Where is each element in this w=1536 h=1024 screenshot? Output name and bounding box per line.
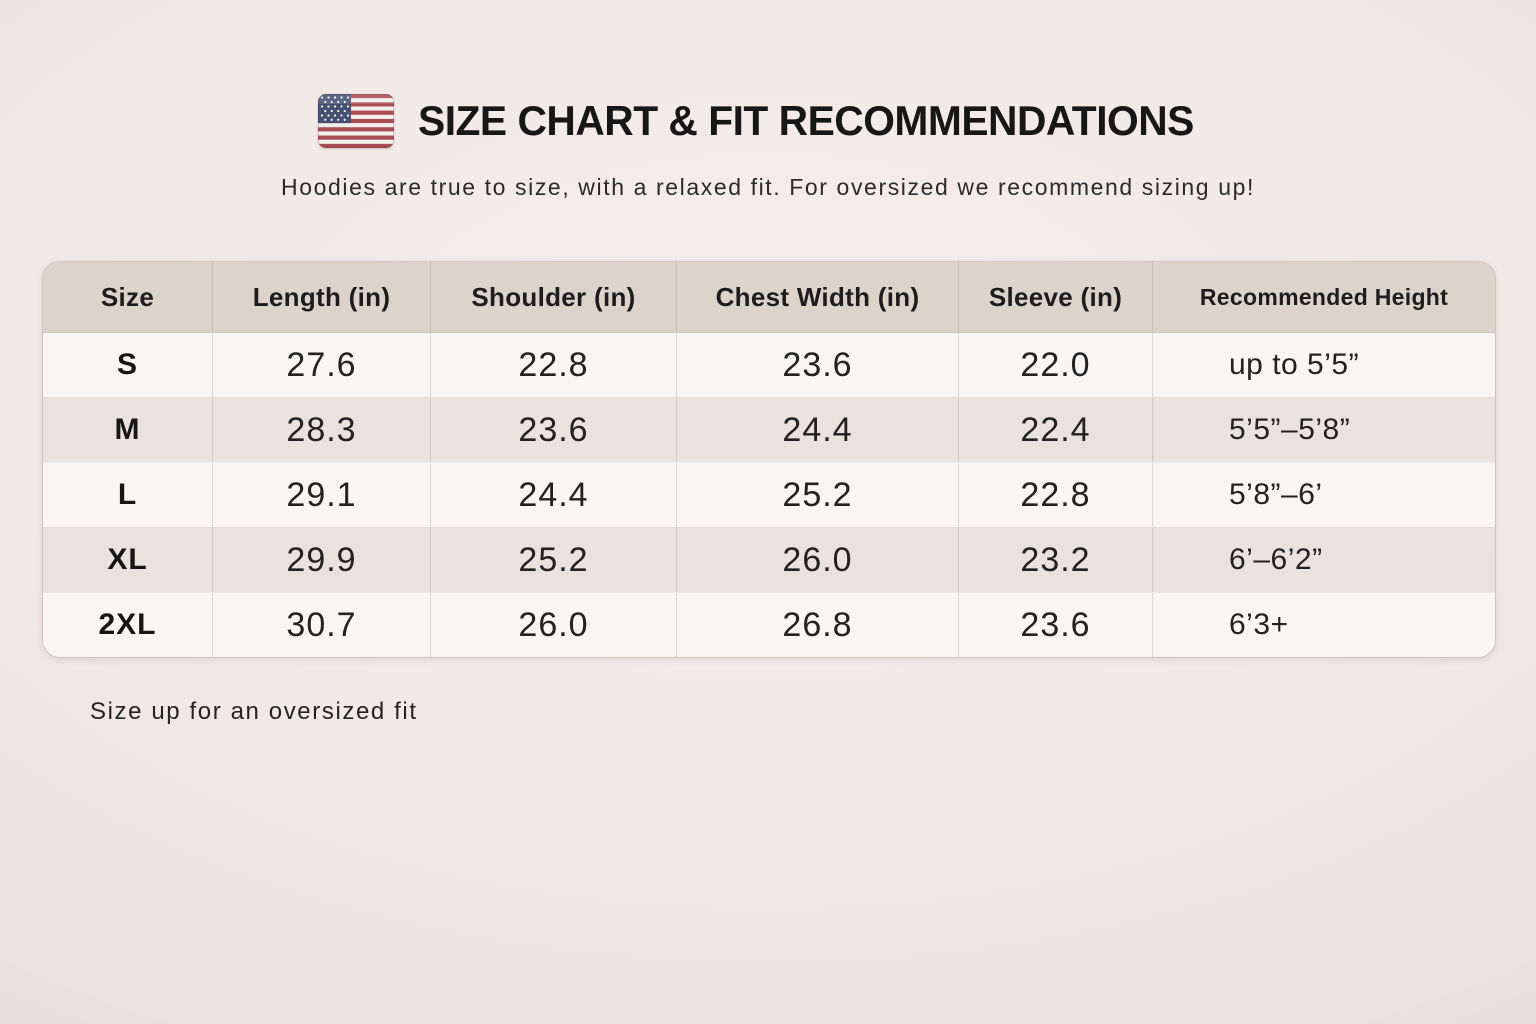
chest-width-value: 26.8 <box>677 593 959 657</box>
size-label: M <box>43 398 213 462</box>
recommended-height-value: 5’8”–6’ <box>1229 478 1323 511</box>
column-header-sleeve: Sleeve (in) <box>959 262 1153 332</box>
table-row-m: M 28.3 23.6 24.4 22.4 5’5”–5’8” <box>43 397 1495 462</box>
sleeve-value: 22.8 <box>959 463 1153 527</box>
size-label: XL <box>43 528 213 592</box>
table-row-xl: XL 29.9 25.2 26.0 23.2 6’–6’2” <box>43 527 1495 592</box>
chest-width-value: 24.4 <box>677 398 959 462</box>
length-value: 29.1 <box>213 463 431 527</box>
length-value: 27.6 <box>213 333 431 397</box>
sleeve-value: 23.2 <box>959 528 1153 592</box>
size-label: 2XL <box>43 593 213 657</box>
chest-width-value: 26.0 <box>677 528 959 592</box>
chest-width-value: 25.2 <box>677 463 959 527</box>
length-value: 28.3 <box>213 398 431 462</box>
column-header-shoulder: Shoulder (in) <box>431 262 677 332</box>
table-row-l: L 29.1 24.4 25.2 22.8 5’8”–6’ <box>43 462 1495 527</box>
chest-width-value: 23.6 <box>677 333 959 397</box>
page-subtitle: Hoodies are true to size, with a relaxed… <box>281 174 1255 200</box>
size-label: L <box>43 463 213 527</box>
column-header-recommended-height: Recommended Height <box>1199 283 1449 310</box>
column-header-chest-width: Chest Width (in) <box>677 262 959 332</box>
page-header: SIZE CHART & FIT RECOMMENDATIONS <box>0 0 1536 148</box>
size-chart-table: Size Length (in) Shoulder (in) Chest Wid… <box>42 261 1496 658</box>
column-header-size: Size <box>43 262 213 332</box>
shoulder-value: 22.8 <box>431 333 677 397</box>
us-flag-icon <box>318 94 395 148</box>
recommended-height-value: 5’5”–5’8” <box>1229 413 1351 446</box>
recommended-height-value: 6’–6’2” <box>1229 543 1323 576</box>
page-title: SIZE CHART & FIT RECOMMENDATIONS <box>418 97 1194 144</box>
length-value: 29.9 <box>213 528 431 592</box>
sleeve-value: 23.6 <box>959 593 1153 657</box>
sleeve-value: 22.4 <box>959 398 1153 462</box>
shoulder-value: 23.6 <box>431 398 677 462</box>
length-value: 30.7 <box>213 593 431 657</box>
size-label: S <box>43 333 213 397</box>
shoulder-value: 26.0 <box>431 593 677 657</box>
shoulder-value: 25.2 <box>431 528 677 592</box>
table-row-s: S 27.6 22.8 23.6 22.0 up to 5’5” <box>43 333 1495 397</box>
oversized-fit-note: Size up for an oversized fit <box>90 698 418 725</box>
recommended-height-value: 6’3+ <box>1229 608 1289 641</box>
recommended-height-value: up to 5’5” <box>1229 348 1360 381</box>
column-header-length: Length (in) <box>213 262 431 332</box>
table-row-2xl: 2XL 30.7 26.0 26.8 23.6 6’3+ <box>43 592 1495 657</box>
shoulder-value: 24.4 <box>431 463 677 527</box>
table-header-row: Size Length (in) Shoulder (in) Chest Wid… <box>43 262 1495 333</box>
sleeve-value: 22.0 <box>959 333 1153 397</box>
